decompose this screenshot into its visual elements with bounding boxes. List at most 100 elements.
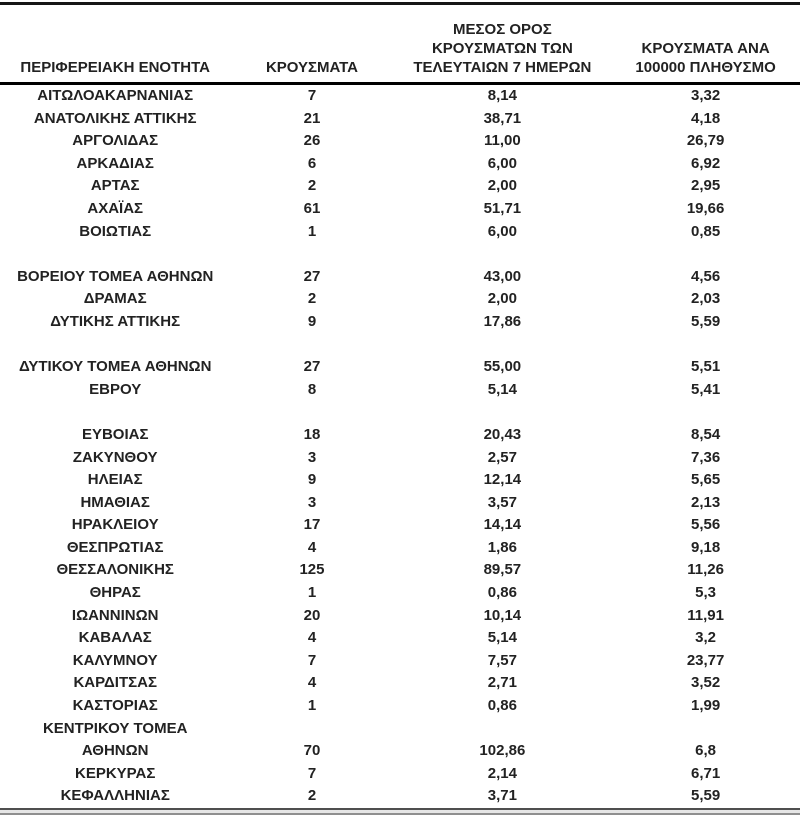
cases-cell: 7 [307, 764, 317, 782]
table-row: ΗΡΑΚΛΕΙΟΥ 17 14,14 5,56 [0, 514, 800, 537]
per100k-cell: 8,54 [690, 425, 721, 443]
cases-cell: 2 [307, 787, 317, 805]
region-name-cell: ΑΙΤΩΛΟΑΚΑΡΝΑΝΙΑΣ [37, 87, 194, 104]
table-row: ΘΗΡΑΣ 1 0,86 5,3 [0, 582, 800, 605]
region-name-cell: ΘΕΣΠΡΩΤΙΑΣ [66, 538, 164, 556]
region-name-cell: ΚΑΛΥΜΝΟΥ [72, 651, 158, 669]
per100k-cell: 5,56 [690, 516, 721, 534]
avg7-cell: 43,00 [483, 267, 522, 285]
avg7-cell: 38,71 [483, 109, 522, 127]
table-row: ΘΕΣΣΑΛΟΝΙΚΗΣ 125 89,57 11,26 [0, 559, 800, 582]
cases-cell: 8 [307, 380, 317, 398]
avg7-cell: 55,00 [483, 358, 522, 376]
table-row: ΕΒΡΟΥ 8 5,14 5,41 [0, 379, 800, 402]
spacer-cell [0, 334, 800, 357]
table-row: ΚΑΒΑΛΑΣ 4 5,14 3,2 [0, 627, 800, 650]
table-row: ΔΥΤΙΚΟΥ ΤΟΜΕΑ ΑΘΗΝΩΝ 27 55,00 5,51 [0, 356, 800, 379]
per100k-cell: 4,18 [690, 109, 721, 127]
avg7-cell: 10,14 [483, 606, 522, 624]
top-border-line [0, 2, 800, 5]
col-header-region: ΠΕΡΙΦΕΡΕΙΑΚΗ ΕΝΟΤΗΤΑ [0, 5, 231, 85]
cases-cell: 18 [303, 425, 321, 443]
avg7-cell: 1,86 [487, 538, 517, 556]
per100k-cell: 5,51 [690, 358, 721, 376]
region-name-cell: ΗΛΕΙΑΣ [87, 471, 143, 489]
cases-cell: 9 [307, 471, 317, 489]
avg7-cell: 2,00 [487, 290, 517, 308]
region-name-cell: ΘΗΡΑΣ [89, 584, 141, 602]
avg7-cell: 3,57 [487, 493, 517, 511]
region-name-cell: ΑΡΓΟΛΙΔΑΣ [72, 132, 159, 150]
per100k-cell: 3,52 [690, 674, 721, 692]
region-name-cell: ΕΒΡΟΥ [89, 380, 142, 398]
spacer-row [0, 243, 800, 266]
table-row: ΚΑΛΥΜΝΟΥ 7 7,57 23,77 [0, 650, 800, 673]
table-row: ΘΕΣΠΡΩΤΙΑΣ 4 1,86 9,18 [0, 537, 800, 560]
per100k-cell: 11,26 [687, 561, 724, 579]
avg7-cell: 12,14 [483, 471, 522, 489]
per100k-cell: 4,56 [690, 267, 721, 285]
col-header-per100k: ΚΡΟΥΣΜΑΤΑ ΑΝΑ 100000 ΠΛΗΘΥΣΜΟ [611, 5, 800, 85]
avg7-cell: 0,86 [487, 584, 517, 602]
region-name-cell: ΚΕΦΑΛΛΗΝΙΑΣ [60, 787, 170, 805]
per100k-cell: 5,41 [690, 380, 721, 398]
avg7-cell: 17,86 [483, 312, 522, 330]
cases-cell: 1 [307, 584, 317, 602]
per100k-cell: 3,32 [690, 87, 721, 104]
avg7-cell: 11,00 [484, 132, 521, 150]
avg7-cell: 2,14 [487, 764, 517, 782]
per100k-cell: 2,13 [690, 493, 721, 511]
cases-cell: 2 [307, 177, 317, 195]
region-name-cell: ΚΑΒΑΛΑΣ [78, 629, 152, 647]
table-row: ΑΡΚΑΔΙΑΣ 6 6,00 6,92 [0, 153, 800, 176]
table-row: ΕΥΒΟΙΑΣ 18 20,43 8,54 [0, 424, 800, 447]
cases-cell: 20 [303, 606, 321, 624]
cases-cell: 6 [307, 154, 317, 172]
region-name-cell: ΑΝΑΤΟΛΙΚΗΣ ΑΤΤΙΚΗΣ [33, 109, 197, 127]
spacer-row [0, 334, 800, 357]
cases-cell: 26 [303, 132, 321, 150]
cases-cell: 70 [303, 742, 321, 760]
region-name-cell: ΔΡΑΜΑΣ [83, 290, 147, 308]
per100k-cell: 9,18 [690, 538, 721, 556]
table-row: ΖΑΚΥΝΘΟΥ 3 2,57 7,36 [0, 447, 800, 470]
region-name-cell: ΚΕΝΤΡΙΚΟΥ ΤΟΜΕΑ ΑΘΗΝΩΝ [42, 719, 188, 760]
table-row: ΙΩΑΝΝΙΝΩΝ 20 10,14 11,91 [0, 605, 800, 628]
avg7-cell: 0,86 [487, 697, 517, 715]
avg7-cell: 2,71 [487, 674, 517, 692]
region-name-cell: ΖΑΚΥΝΘΟΥ [72, 448, 158, 466]
cases-cell: 7 [307, 87, 317, 104]
avg7-cell: 3,71 [487, 787, 517, 805]
region-name-cell: ΙΩΑΝΝΙΝΩΝ [71, 606, 159, 624]
bottom-border-line [0, 808, 800, 815]
cases-cell: 1 [307, 222, 317, 240]
header-row: ΠΕΡΙΦΕΡΕΙΑΚΗ ΕΝΟΤΗΤΑ ΚΡΟΥΣΜΑΤΑ ΜΕΣΟΣ ΟΡΟ… [0, 5, 800, 85]
per100k-cell: 2,03 [690, 290, 721, 308]
cases-cell: 4 [307, 674, 317, 692]
col-header-cases: ΚΡΟΥΣΜΑΤΑ [230, 5, 394, 85]
region-name-cell: ΘΕΣΣΑΛΟΝΙΚΗΣ [56, 561, 174, 579]
cases-cell: 4 [307, 538, 317, 556]
region-name-cell: ΗΡΑΚΛΕΙΟΥ [71, 516, 159, 534]
per100k-cell: 5,65 [690, 471, 721, 489]
avg7-cell: 8,14 [487, 87, 517, 104]
table-body: ΑΙΤΩΛΟΑΚΑΡΝΑΝΙΑΣ 7 8,14 3,32 ΑΝΑΤΟΛΙΚΗΣ ΑΤΤΙ… [0, 84, 800, 809]
avg7-cell: 5,14 [487, 380, 517, 398]
table-row: ΑΝΑΤΟΛΙΚΗΣ ΑΤΤΙΚΗΣ 21 38,71 4,18 [0, 108, 800, 131]
region-name-cell: ΚΑΣΤΟΡΙΑΣ [72, 697, 158, 715]
avg7-cell: 102,86 [479, 742, 526, 760]
cases-cell: 3 [307, 493, 317, 511]
per100k-cell: 26,79 [686, 132, 725, 150]
table-row: ΑΧΑΪΑΣ 61 51,71 19,66 [0, 198, 800, 221]
region-name-cell: ΑΧΑΪΑΣ [87, 199, 144, 217]
table-row: ΗΛΕΙΑΣ 9 12,14 5,65 [0, 469, 800, 492]
per100k-cell: 19,66 [686, 199, 725, 217]
per100k-cell: 6,92 [690, 154, 721, 172]
table-row: ΒΟΡΕΙΟΥ ΤΟΜΕΑ ΑΘΗΝΩΝ 27 43,00 4,56 [0, 266, 800, 289]
region-name-cell: ΒΟΡΕΙΟΥ ΤΟΜΕΑ ΑΘΗΝΩΝ [17, 267, 214, 285]
table-row: ΑΡΤΑΣ 2 2,00 2,95 [0, 175, 800, 198]
region-name-cell: ΕΥΒΟΙΑΣ [81, 425, 149, 443]
region-name-cell: ΔΥΤΙΚΟΥ ΤΟΜΕΑ ΑΘΗΝΩΝ [18, 358, 212, 376]
per100k-cell: 3,2 [695, 629, 717, 647]
